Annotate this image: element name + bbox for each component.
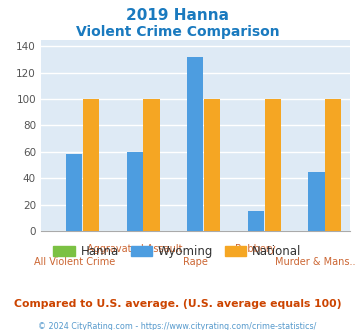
Text: © 2024 CityRating.com - https://www.cityrating.com/crime-statistics/: © 2024 CityRating.com - https://www.city… bbox=[38, 322, 317, 330]
Text: Murder & Mans...: Murder & Mans... bbox=[275, 257, 355, 267]
Bar bbox=[126, 152, 143, 231]
Text: Compared to U.S. average. (U.S. average equals 100): Compared to U.S. average. (U.S. average … bbox=[14, 299, 341, 309]
Bar bbox=[264, 99, 281, 231]
Bar bbox=[308, 172, 324, 231]
Text: 2019 Hanna: 2019 Hanna bbox=[126, 8, 229, 23]
Bar bbox=[83, 99, 99, 231]
Bar bbox=[187, 57, 203, 231]
Bar bbox=[66, 154, 82, 231]
Text: Robbery: Robbery bbox=[235, 244, 276, 253]
Bar bbox=[204, 99, 220, 231]
Legend: Hanna, Wyoming, National: Hanna, Wyoming, National bbox=[49, 241, 306, 263]
Text: Violent Crime Comparison: Violent Crime Comparison bbox=[76, 25, 279, 39]
Text: Aggravated Assault: Aggravated Assault bbox=[87, 244, 182, 253]
Bar bbox=[143, 99, 160, 231]
Bar bbox=[248, 211, 264, 231]
Text: All Violent Crime: All Violent Crime bbox=[33, 257, 115, 267]
Bar bbox=[325, 99, 342, 231]
Text: Rape: Rape bbox=[183, 257, 208, 267]
